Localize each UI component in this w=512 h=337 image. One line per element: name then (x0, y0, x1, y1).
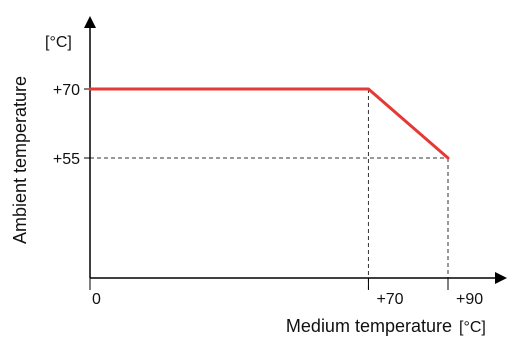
labels: [°C] Ambient temperature Medium temperat… (10, 34, 486, 336)
series (88, 87, 450, 160)
axes (84, 16, 507, 284)
x-tick-label: 0 (92, 291, 101, 308)
series-line (88, 87, 450, 160)
series-point (367, 87, 370, 91)
y-tick-label: +70 (53, 82, 80, 99)
series-point (88, 87, 92, 91)
x-axis-unit: [°C] (459, 319, 486, 336)
ticks: 0 +70 +90 +70 +55 (53, 82, 483, 308)
series-point (446, 156, 450, 160)
x-tick-label: +90 (456, 291, 483, 308)
y-axis-title: Ambient temperature (10, 76, 30, 244)
y-axis-unit: [°C] (45, 34, 72, 51)
y-tick-label: +55 (53, 151, 80, 168)
x-axis-arrowhead (495, 272, 507, 284)
x-axis-title: Medium temperature (286, 316, 452, 336)
x-tick-label: +70 (376, 291, 403, 308)
y-axis-arrowhead (84, 16, 96, 28)
reference-lines (90, 89, 449, 290)
